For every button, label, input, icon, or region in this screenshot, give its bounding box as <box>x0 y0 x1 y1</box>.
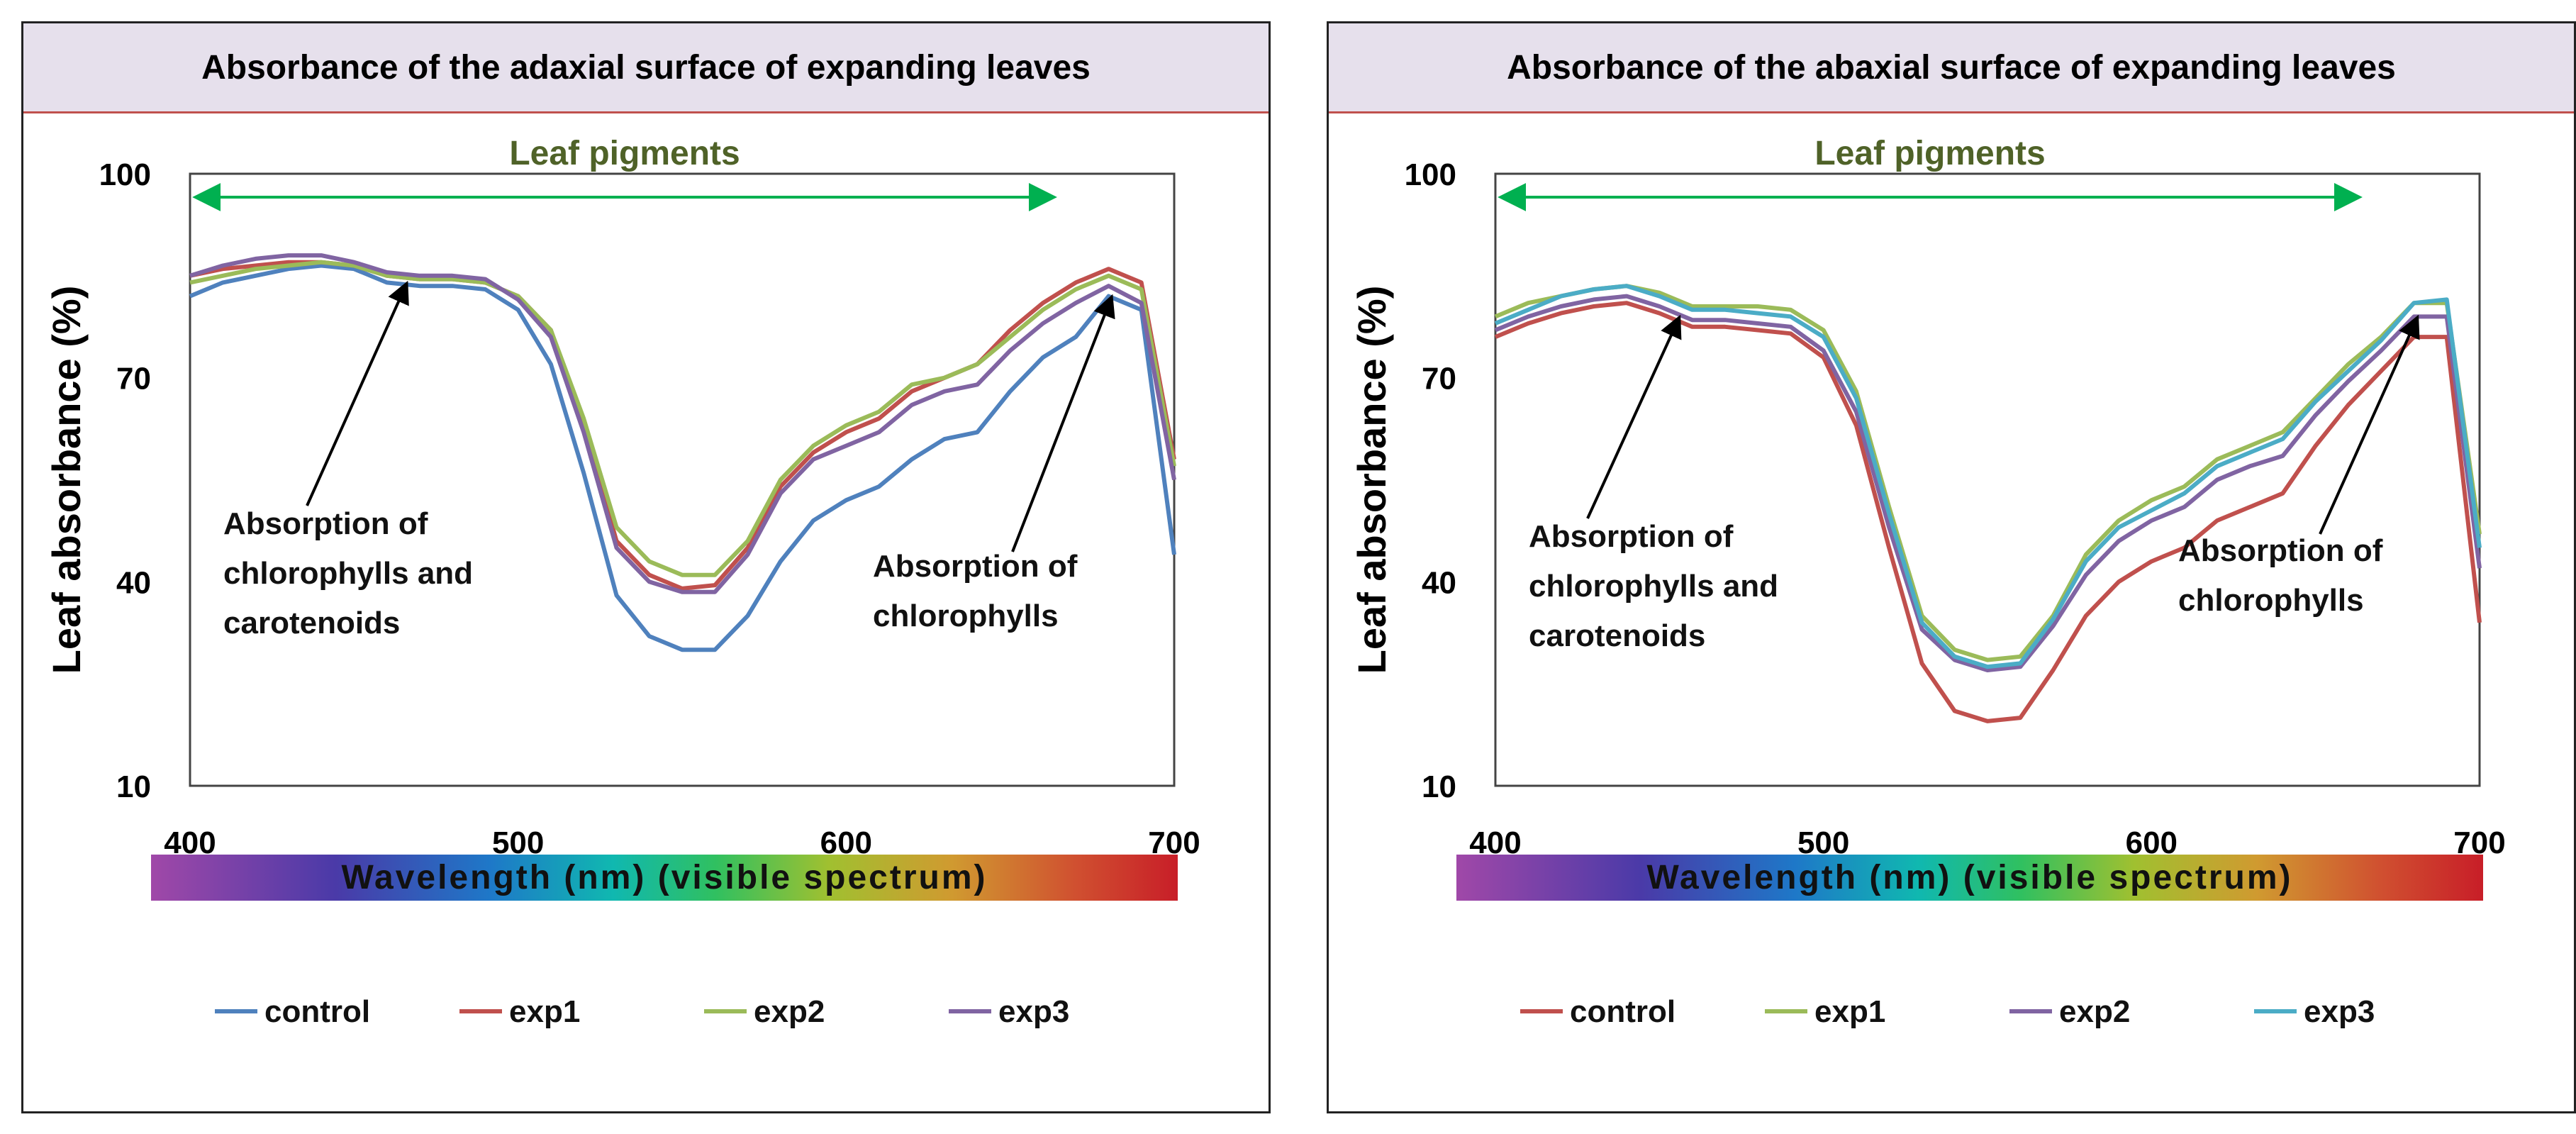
legend-label: control <box>264 994 370 1029</box>
series-line-exp1 <box>1494 284 2482 662</box>
chart-title-right: Absorbance of the abaxial surface of exp… <box>1329 23 2574 113</box>
y-tick-label: 100 <box>99 157 151 192</box>
annotation-arrow <box>306 280 409 506</box>
chart-right: 10 40 70 100 400 500 600 700 Leaf absorbance (%)… <box>1349 135 2506 1029</box>
legend-item-control: control <box>1520 994 1675 1029</box>
legend-item-exp2: exp2 <box>2009 994 2130 1029</box>
series-line-exp2 <box>1494 294 2482 672</box>
legend-label: exp1 <box>1814 994 1885 1029</box>
plot-area <box>1494 172 2481 787</box>
x-tick-label: 700 <box>1148 826 1200 860</box>
annotation-text-line: Absorption of <box>223 506 428 541</box>
y-tick-label: 40 <box>1422 565 1456 600</box>
pigments-band-label: Leaf pigments <box>509 135 740 172</box>
legend-label: control <box>1570 994 1675 1029</box>
y-tick-label: 10 <box>1422 769 1456 804</box>
annotation-text-line: chlorophylls <box>2178 583 2364 618</box>
series-line-exp3 <box>189 253 1176 594</box>
pigments-band-label: Leaf pigments <box>1814 135 2045 172</box>
series-line-control <box>189 263 1176 652</box>
legend-label: exp3 <box>998 994 1069 1029</box>
annotation-text-line: Absorption of <box>1529 519 1734 554</box>
legend-label: exp3 <box>2304 994 2375 1029</box>
y-tick-label: 70 <box>116 362 151 396</box>
legend-item-exp1: exp1 <box>459 994 580 1029</box>
legend-label: exp1 <box>509 994 580 1029</box>
series-line-control <box>1494 301 2482 723</box>
annotation-arrow <box>2319 314 2420 535</box>
annotation-text-line: Absorption of <box>2178 533 2383 568</box>
annotation-arrow <box>1586 314 1682 519</box>
y-tick-label: 10 <box>116 769 151 804</box>
x-axis-label: Wavelength (nm) (visible spectrum) <box>1646 859 2292 896</box>
x-tick-label: 500 <box>492 826 544 860</box>
legend-label: exp2 <box>754 994 825 1029</box>
x-tick-label: 600 <box>820 826 872 860</box>
x-tick-label: 600 <box>2126 826 2178 860</box>
annotation-text-line: Absorption of <box>873 549 1078 584</box>
chart-panel-right: Absorbance of the abaxial surface of exp… <box>1327 21 2576 1113</box>
spectrum-bar <box>151 855 1178 901</box>
annotation-text-line: carotenoids <box>223 606 400 640</box>
annotation-text-line: chlorophylls and <box>1529 569 1778 604</box>
y-axis-label: Leaf absorbance (%) <box>44 286 89 674</box>
series-line-exp3 <box>1494 284 2482 669</box>
x-axis-label: Wavelength (nm) (visible spectrum) <box>341 859 987 896</box>
annotation-text-line: chlorophylls and <box>223 556 473 591</box>
y-tick-label: 40 <box>116 565 151 600</box>
annotation-text-line: carotenoids <box>1529 618 1705 653</box>
legend-item-exp3: exp3 <box>949 994 1069 1029</box>
x-tick-label: 400 <box>1469 826 1521 860</box>
legend-label: exp2 <box>2059 994 2130 1029</box>
chart-panel-left: Absorbance of the adaxial surface of exp… <box>21 21 1271 1113</box>
y-tick-label: 100 <box>1405 157 1456 192</box>
annotation-arrow <box>1011 294 1115 552</box>
chart-left: 10 40 70 100 400 500 600 700 Leaf absorbance (%)… <box>44 135 1200 1029</box>
series-line-exp2 <box>189 260 1176 577</box>
legend-item-exp2: exp2 <box>704 994 825 1029</box>
spectrum-bar <box>1456 855 2483 901</box>
y-tick-label: 70 <box>1422 362 1456 396</box>
x-tick-label: 400 <box>164 826 216 860</box>
chart-title-left: Absorbance of the adaxial surface of exp… <box>23 23 1269 113</box>
legend-item-exp1: exp1 <box>1765 994 1885 1029</box>
legend-item-control: control <box>215 994 370 1029</box>
annotation-text-line: chlorophylls <box>873 599 1059 633</box>
legend-item-exp3: exp3 <box>2254 994 2375 1029</box>
x-tick-label: 700 <box>2453 826 2505 860</box>
plot-area <box>189 172 1176 787</box>
x-tick-label: 500 <box>1797 826 1849 860</box>
y-axis-label: Leaf absorbance (%) <box>1349 286 1394 674</box>
